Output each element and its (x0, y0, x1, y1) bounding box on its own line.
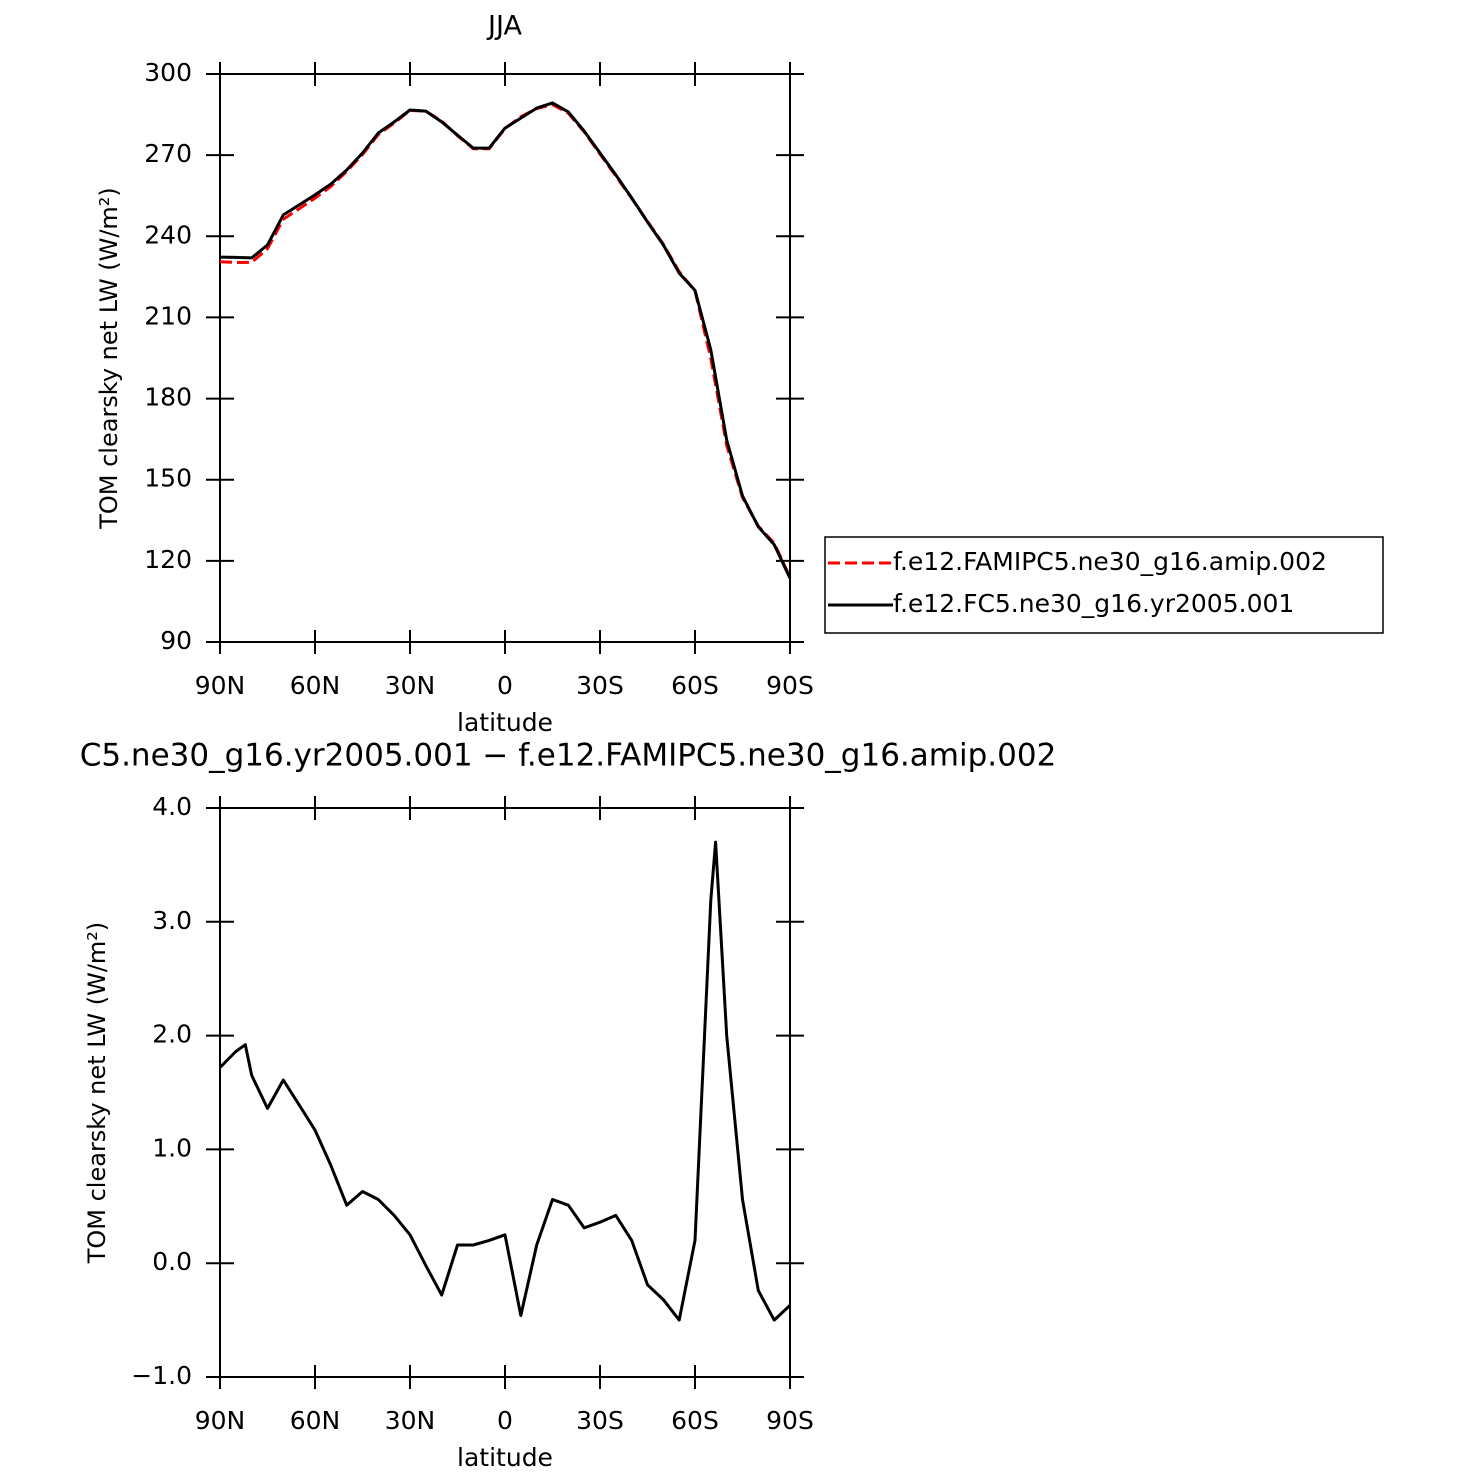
y-tick-label: 180 (144, 383, 192, 412)
y-tick-label: 270 (144, 139, 192, 168)
x-tick-label: 30N (385, 1406, 436, 1435)
x-tick-label: 90S (766, 1406, 814, 1435)
y-tick-label: 2.0 (152, 1020, 192, 1049)
legend-label: f.e12.FC5.ne30_g16.yr2005.001 (893, 589, 1294, 618)
x-tick-label: 30N (385, 671, 436, 700)
y-tick-label: 300 (144, 58, 192, 87)
series-line (219, 101, 792, 579)
legend-label: f.e12.FAMIPC5.ne30_g16.amip.002 (893, 547, 1327, 576)
chart-title: JJA (486, 11, 522, 42)
y-tick-label: 3.0 (152, 906, 192, 935)
x-tick-label: 60N (290, 671, 341, 700)
series-line (218, 840, 792, 1322)
plot-frame (219, 73, 791, 643)
y-tick-label: 90 (160, 626, 192, 655)
x-tick-label: 30S (576, 671, 624, 700)
y-tick-label: 240 (144, 220, 192, 249)
y-tick-label: 1.0 (152, 1133, 192, 1162)
x-tick-label: 90N (195, 1406, 246, 1435)
x-axis-label: latitude (457, 1443, 553, 1472)
y-tick-label: −1.0 (131, 1361, 192, 1390)
y-tick-label: 210 (144, 301, 192, 330)
plot-frame (219, 807, 791, 1378)
x-axis-label: latitude (457, 708, 553, 737)
x-tick-label: 30S (576, 1406, 624, 1435)
series-line (219, 103, 792, 578)
x-tick-label: 90S (766, 671, 814, 700)
chart-title: C5.ne30_g16.yr2005.001 − f.e12.FAMIPC5.n… (80, 738, 1057, 774)
y-tick-label: 120 (144, 545, 192, 574)
x-tick-label: 60S (671, 671, 719, 700)
y-tick-label: 0.0 (152, 1247, 192, 1276)
y-tick-label: 150 (144, 464, 192, 493)
y-tick-label: 4.0 (152, 792, 192, 821)
x-tick-label: 0 (497, 1406, 513, 1435)
y-axis-label: TOM clearsky net LW (W/m²) (83, 922, 111, 1265)
x-tick-label: 0 (497, 671, 513, 700)
x-tick-label: 60N (290, 1406, 341, 1435)
legend-box (824, 536, 1384, 634)
y-axis-label: TOM clearsky net LW (W/m²) (95, 187, 123, 530)
x-tick-label: 90N (195, 671, 246, 700)
x-tick-label: 60S (671, 1406, 719, 1435)
